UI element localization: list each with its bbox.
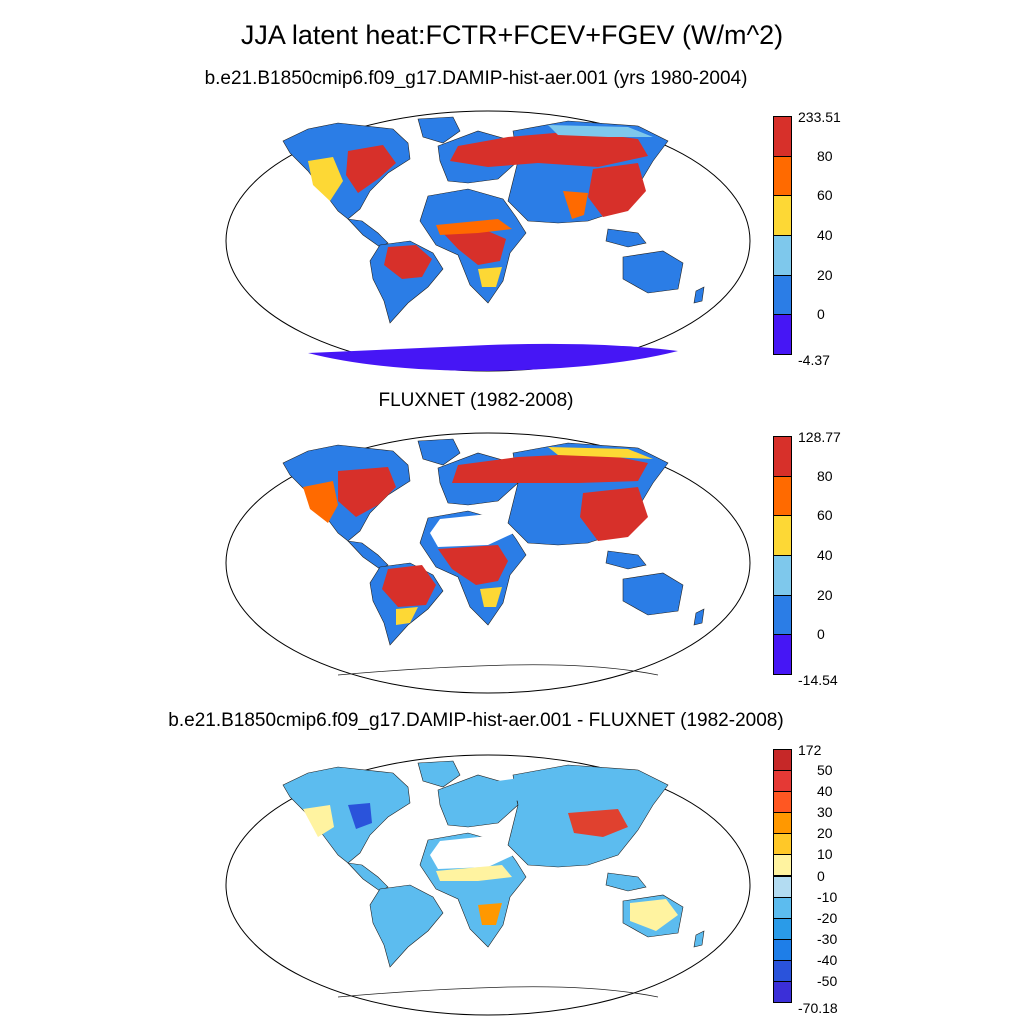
colorbar-box xyxy=(773,875,792,898)
colorbar-label: 40 xyxy=(817,783,833,800)
panel-title-difference: b.e21.B1850cmip6.f09_g17.DAMIP-hist-aer.… xyxy=(168,710,784,731)
region-india xyxy=(563,191,588,219)
colorbar-box xyxy=(773,959,792,982)
region-eurasia xyxy=(468,773,638,803)
colorbar-label: 40 xyxy=(817,547,833,563)
colorbar-box xyxy=(773,791,792,814)
region-amazon xyxy=(382,565,436,607)
colorbar-box xyxy=(773,475,792,517)
colorbar-box xyxy=(773,235,792,276)
colorbar-label: 0 xyxy=(817,867,825,884)
antarctica-region xyxy=(308,343,678,371)
colorbar-label: -4.37 xyxy=(798,352,830,368)
colorbar-label: 20 xyxy=(817,266,833,283)
colorbar-label: 20 xyxy=(817,586,833,603)
colorbar-label: 60 xyxy=(817,187,833,204)
region-amazon xyxy=(384,245,432,279)
colorbar-label: 80 xyxy=(817,467,833,484)
region-western-na xyxy=(308,157,343,201)
colorbar-box xyxy=(773,749,792,772)
region-sahara-missing xyxy=(430,513,514,547)
colorbar-box xyxy=(773,274,792,316)
colorbar-label: 10 xyxy=(817,846,833,863)
colorbar-label: 172 xyxy=(798,742,822,758)
region-southern-africa xyxy=(478,267,502,287)
colorbar-box xyxy=(773,917,792,940)
colorbar-label: -40 xyxy=(817,951,838,968)
region-eurasia xyxy=(450,131,648,167)
colorbar-label: 233.51 xyxy=(798,109,841,125)
region-eurasia xyxy=(452,453,648,483)
region-south-america-south xyxy=(396,607,418,625)
map-panel-model xyxy=(225,110,751,372)
region-eastern-na xyxy=(346,145,396,193)
colorbar-box xyxy=(773,155,792,197)
colorbar-fluxnet: 128.77 80 60 40 20 0 -14.54 xyxy=(773,429,893,688)
region-central-africa xyxy=(438,545,508,585)
panel-title-fluxnet: FLUXNET (1982-2008) xyxy=(378,390,574,411)
colorbar-label: -14.54 xyxy=(798,672,838,688)
colorbar-box xyxy=(773,555,792,596)
colorbar-label: 0 xyxy=(817,626,825,643)
region-southern-africa xyxy=(480,587,502,607)
colorbar-label: -30 xyxy=(817,930,838,947)
colorbar-box xyxy=(773,436,792,477)
region-eastern-na xyxy=(338,467,396,517)
colorbar-box xyxy=(773,195,792,236)
colorbar-box xyxy=(773,854,792,877)
colorbar-label: 20 xyxy=(817,825,833,842)
region-east-asia xyxy=(580,487,648,541)
colorbar-box xyxy=(773,314,792,355)
colorbar-label: 0 xyxy=(817,306,825,323)
colorbar-label: 128.77 xyxy=(798,429,841,445)
region-amazon xyxy=(390,891,430,923)
region-tibet xyxy=(568,809,628,837)
colorbar-label: -20 xyxy=(817,909,838,926)
colorbar-label: -10 xyxy=(817,888,838,905)
region-central-africa xyxy=(443,229,506,265)
colorbar-difference: 172 50 40 30 20 10 0 -10 -20 -30 -40 -50 -70.18 xyxy=(773,742,893,1016)
colorbar-box xyxy=(773,770,792,793)
region-sahel xyxy=(436,219,512,235)
colorbar-label: -70.18 xyxy=(798,1000,838,1016)
panel-title-model: b.e21.B1850cmip6.f09_g17.DAMIP-hist-aer.… xyxy=(204,68,748,89)
region-siberia xyxy=(548,125,653,137)
map-panel-difference xyxy=(225,754,751,1016)
antarctica-outline xyxy=(337,986,659,998)
region-australia xyxy=(630,899,678,931)
colorbar-box xyxy=(773,515,792,556)
colorbar-box xyxy=(773,980,792,1003)
figure-title: JJA latent heat:FCTR+FCEV+FGEV (W/m^2) xyxy=(240,20,784,50)
colorbar-box xyxy=(773,812,792,835)
colorbar-box xyxy=(773,594,792,636)
colorbar-label: -50 xyxy=(817,972,838,989)
colorbar-box xyxy=(773,938,792,961)
region-sahel xyxy=(436,865,512,881)
colorbar-box xyxy=(773,634,792,675)
colorbar-label: 80 xyxy=(817,147,833,164)
colorbar-box xyxy=(773,833,792,856)
colorbar-box xyxy=(773,116,792,157)
colorbar-label: 60 xyxy=(817,507,833,524)
region-southern-africa xyxy=(478,903,502,925)
region-western-na xyxy=(303,481,338,523)
antarctica-outline xyxy=(337,664,659,676)
region-eastern-na xyxy=(348,803,372,829)
region-siberia xyxy=(548,447,653,459)
colorbar-label: 50 xyxy=(817,762,833,779)
map-panel-fluxnet xyxy=(225,432,751,694)
region-east-asia xyxy=(588,163,646,217)
region-western-na xyxy=(303,805,334,837)
colorbar-label: 40 xyxy=(817,227,833,243)
colorbar-label: 30 xyxy=(817,804,833,821)
colorbar-model: 233.51 80 60 40 20 0 -4.37 xyxy=(773,109,893,368)
region-sahara-nodata xyxy=(430,835,514,869)
colorbar-box xyxy=(773,896,792,919)
